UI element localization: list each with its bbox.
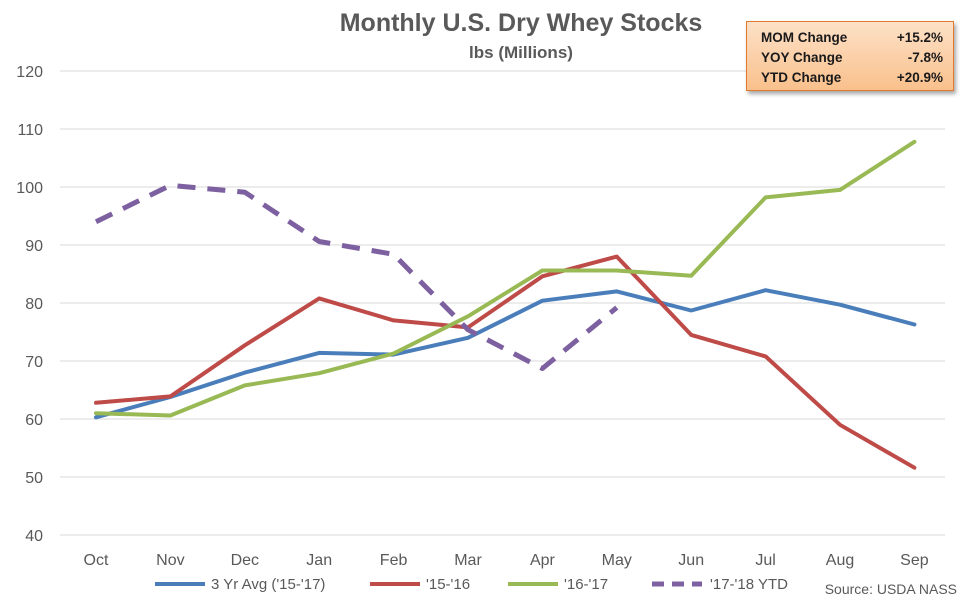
stats-box: MOM Change +15.2% YOY Change -7.8% YTD C… xyxy=(746,21,954,91)
stat-row-yoy: YOY Change -7.8% xyxy=(761,48,943,68)
chart-title: Monthly U.S. Dry Whey Stocks xyxy=(340,9,703,37)
x-tick-label: Apr xyxy=(530,552,556,569)
stat-row-ytd: YTD Change +20.9% xyxy=(761,68,943,88)
legend-label: '16-'17 xyxy=(564,576,608,593)
x-tick-label: Aug xyxy=(826,552,854,569)
series-line-3 xyxy=(94,182,619,371)
stat-label: YOY Change xyxy=(761,50,843,65)
x-tick-label: Mar xyxy=(454,552,482,569)
y-tick-label: 80 xyxy=(25,296,43,313)
legend-label: '15-'16 xyxy=(426,576,470,593)
stat-label: YTD Change xyxy=(761,70,842,85)
y-tick-label: 60 xyxy=(25,412,43,429)
stat-value: +15.2% xyxy=(896,30,943,45)
x-tick-label: Nov xyxy=(156,552,184,569)
x-tick-label: Dec xyxy=(231,552,259,569)
y-axis-ticks: 40 50 60 70 80 90 100 110 120 xyxy=(16,64,43,545)
x-tick-label: Jul xyxy=(755,552,775,569)
x-axis-ticks: Oct Nov Dec Jan Feb Mar Apr May Jun Jul Aug Sep xyxy=(84,552,929,569)
x-tick-label: Jun xyxy=(678,552,704,569)
series-line-1 xyxy=(94,254,917,470)
y-tick-label: 100 xyxy=(16,180,43,197)
y-tick-label: 40 xyxy=(25,528,43,545)
x-tick-label: Oct xyxy=(84,552,109,569)
chart-subtitle: lbs (Millions) xyxy=(469,43,573,62)
source-note: Source: USDA NASS xyxy=(825,581,957,597)
y-tick-label: 50 xyxy=(25,470,43,487)
stat-value: +20.9% xyxy=(896,70,943,85)
series-line-0 xyxy=(94,288,917,420)
series-line-2 xyxy=(94,139,917,418)
legend-label: '17-'18 YTD xyxy=(710,576,788,593)
y-tick-label: 90 xyxy=(25,238,43,255)
stat-value: -7.8% xyxy=(907,50,943,65)
y-tick-label: 120 xyxy=(16,64,43,81)
y-tick-label: 70 xyxy=(25,354,43,371)
legend-label: 3 Yr Avg ('15-'17) xyxy=(211,576,325,593)
x-tick-label: Jan xyxy=(306,552,332,569)
x-tick-label: Sep xyxy=(900,552,929,569)
x-tick-label: May xyxy=(602,552,632,569)
y-tick-label: 110 xyxy=(17,122,43,139)
stat-row-mom: MOM Change +15.2% xyxy=(761,28,943,48)
stat-label: MOM Change xyxy=(761,30,848,45)
legend: 3 Yr Avg ('15-'17) '15-'16 '16-'17 '17-'18 … xyxy=(155,576,788,593)
x-tick-label: Feb xyxy=(380,552,408,569)
series-lines xyxy=(94,139,917,470)
